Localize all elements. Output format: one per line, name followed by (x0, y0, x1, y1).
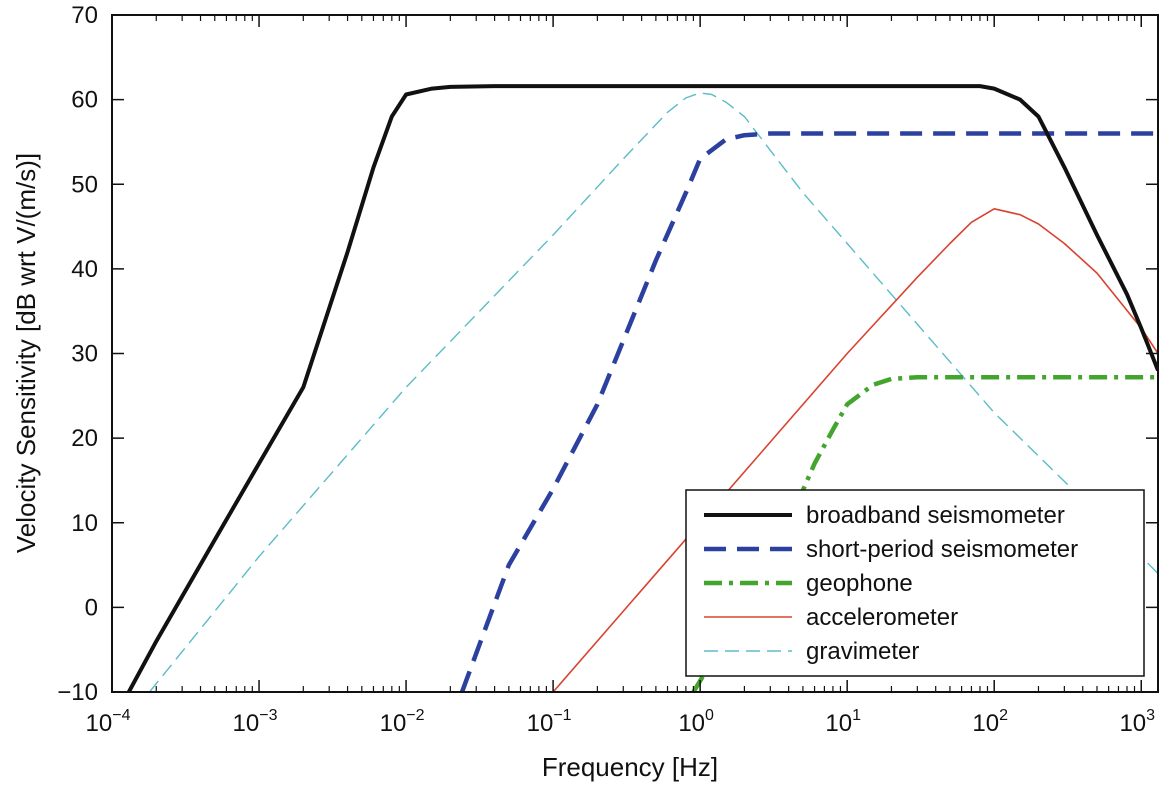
x-axis-label: Frequency [Hz] (542, 752, 718, 782)
x-tick-label: 10−1 (527, 707, 572, 737)
x-tick-label: 10−4 (86, 707, 131, 737)
legend: broadband seismometer short-period seismo… (685, 489, 1145, 677)
y-tick-label: 20 (71, 425, 98, 452)
y-tick-label: 40 (71, 256, 98, 283)
y-tick-label: 70 (71, 2, 98, 29)
x-tick-label: 102 (972, 707, 1008, 737)
series-line-accelerometer (552, 208, 1158, 692)
x-tick-label: 10−3 (233, 707, 278, 737)
series-line-short-period-seismometer (459, 131, 1158, 692)
legend-box (685, 489, 1145, 677)
series-layer (127, 84, 1158, 692)
legend-label: gravimeter (806, 638, 919, 665)
y-tick-label: 50 (71, 171, 98, 198)
series-line-broadband-seismometer (127, 84, 1158, 692)
y-tick-label: −10 (57, 679, 98, 706)
y-tick-label: 10 (71, 510, 98, 537)
legend-label: broadband seismometer (806, 502, 1065, 529)
x-tick-label: 101 (825, 707, 861, 737)
y-tick-label: 30 (71, 341, 98, 368)
series-line-gravimeter (148, 92, 1158, 692)
x-tick-label: 10−2 (380, 707, 425, 737)
ticks-layer: 10−4 10−3 10−2 10−1 100 101 102 103 −10 0 10 20 30 40… (57, 2, 1158, 737)
y-tick-label: 0 (85, 594, 98, 621)
y-axis-label: Velocity Sensitivity [dB wrt V/(m/s)] (11, 153, 41, 553)
series-line-geophone (691, 374, 1158, 692)
plot-frame (111, 14, 1159, 693)
x-tick-label: 103 (1119, 707, 1155, 737)
legend-label: geophone (806, 570, 913, 597)
y-tick-label: 60 (71, 87, 98, 114)
legend-label: short-period seismometer (806, 536, 1078, 563)
legend-label: accelerometer (806, 604, 958, 631)
x-tick-label: 100 (678, 707, 714, 737)
